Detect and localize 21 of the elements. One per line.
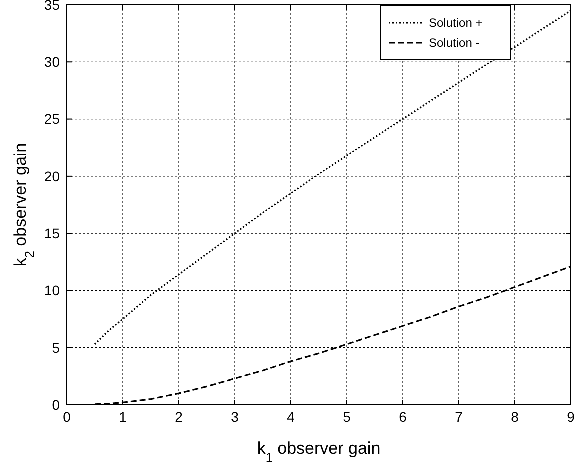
y-tick-label: 15 <box>44 225 60 242</box>
y-tick-label: 5 <box>52 340 60 356</box>
x-tick-label: 5 <box>343 409 352 425</box>
legend-label: Solution - <box>429 36 480 50</box>
x-axis-title: k$_{1}$ observer gain <box>257 439 381 464</box>
x-tick-label: 3 <box>231 409 240 425</box>
y-tick-label: 25 <box>44 111 60 128</box>
y-tick-label: 20 <box>44 168 60 184</box>
x-tick-label: 7 <box>455 409 464 425</box>
y-tick-label: 35 <box>44 0 60 13</box>
y-tick-label: 10 <box>44 282 60 299</box>
x-tick-label: 1 <box>119 409 128 425</box>
x-tick-label: 2 <box>175 409 184 425</box>
x-tick-label: 0 <box>63 409 72 425</box>
x-tick-label: 6 <box>399 409 408 425</box>
y-tick-label: 30 <box>44 54 60 70</box>
x-tick-label: 9 <box>567 409 576 425</box>
legend-label: Solution + <box>429 16 483 30</box>
x-tick-label: 8 <box>511 409 520 425</box>
y-tick-label: 0 <box>52 396 60 413</box>
x-tick-label: 4 <box>287 409 296 425</box>
